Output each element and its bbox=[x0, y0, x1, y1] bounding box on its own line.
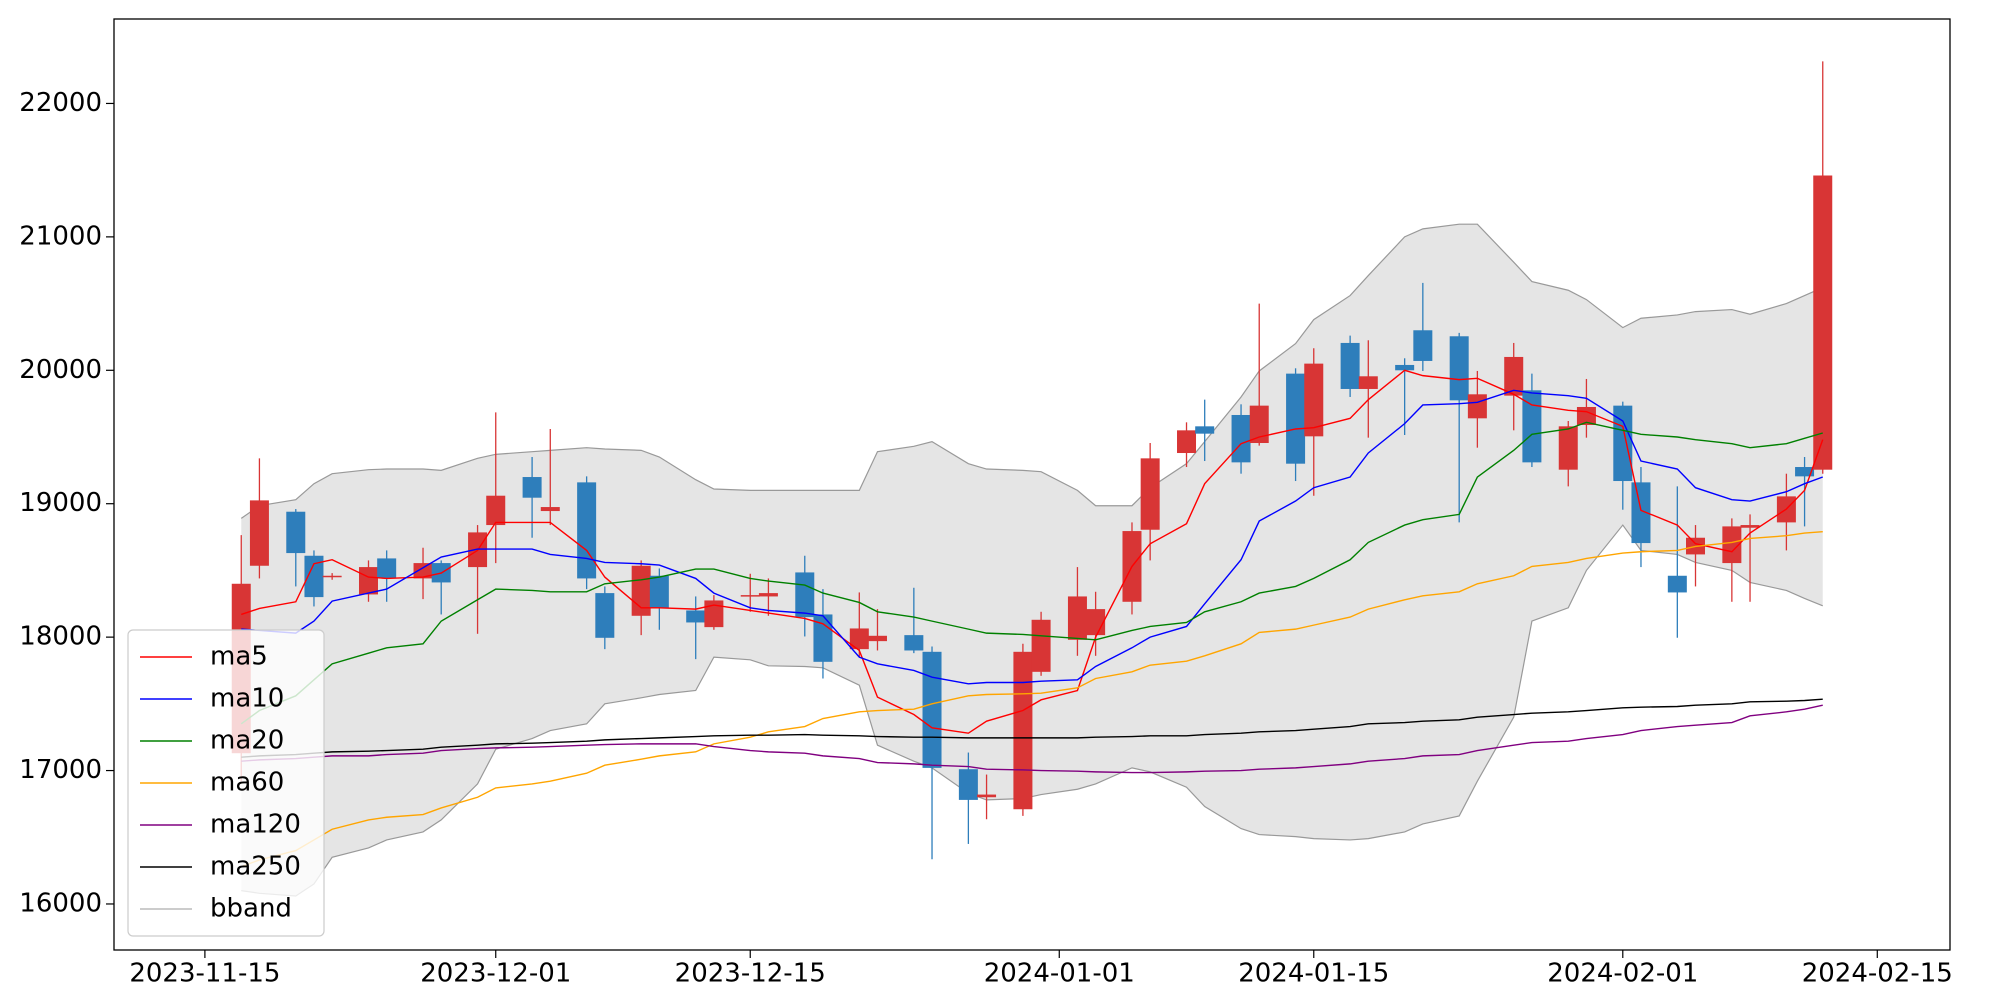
candle-body bbox=[1067, 596, 1087, 640]
candle-body bbox=[486, 495, 506, 526]
candle-body bbox=[1722, 526, 1742, 564]
legend-label: bband bbox=[210, 894, 292, 924]
legend-label: ma10 bbox=[210, 684, 284, 714]
candle-body bbox=[1177, 430, 1197, 454]
candle-body bbox=[304, 555, 324, 598]
candle-body bbox=[1286, 373, 1306, 464]
candle-body bbox=[522, 477, 542, 498]
x-tick-label: 2023-12-01 bbox=[420, 959, 571, 989]
y-tick-label: 20000 bbox=[19, 355, 102, 385]
candle-body bbox=[1304, 363, 1324, 437]
y-tick-label: 17000 bbox=[19, 755, 102, 785]
x-tick-label: 2024-01-15 bbox=[1238, 959, 1389, 989]
candle-body bbox=[249, 500, 269, 566]
legend-label: ma60 bbox=[210, 768, 284, 798]
candle-body bbox=[867, 635, 887, 642]
candle-body bbox=[1395, 364, 1415, 371]
candle-body bbox=[1740, 525, 1760, 528]
candle-body bbox=[1231, 414, 1251, 463]
candle-body bbox=[322, 575, 342, 578]
candle-body bbox=[358, 567, 378, 595]
candle-body bbox=[1249, 405, 1269, 444]
candle-body bbox=[1522, 390, 1542, 463]
ma-line bbox=[241, 531, 1823, 868]
candle-body bbox=[1195, 426, 1215, 434]
legend-label: ma120 bbox=[210, 810, 301, 840]
candle-body bbox=[413, 563, 433, 579]
candle-body bbox=[1340, 342, 1360, 389]
candle-body bbox=[1449, 336, 1469, 401]
candle-body bbox=[704, 600, 724, 628]
y-tick-label: 22000 bbox=[19, 88, 102, 118]
candle-body bbox=[758, 593, 778, 597]
bband-area bbox=[241, 224, 1823, 896]
candle-body bbox=[577, 482, 597, 579]
candle-body bbox=[1667, 575, 1687, 593]
candle-body bbox=[1140, 458, 1160, 530]
candle-body bbox=[1031, 619, 1051, 672]
candle-body bbox=[1558, 426, 1578, 470]
ma-line bbox=[241, 369, 1824, 734]
y-tick-label: 18000 bbox=[19, 622, 102, 652]
x-tick-label: 2024-01-01 bbox=[984, 959, 1135, 989]
candle-body bbox=[649, 575, 669, 608]
candle-body bbox=[595, 593, 615, 638]
candle-body bbox=[977, 794, 997, 798]
y-tick-label: 19000 bbox=[19, 488, 102, 518]
candle-body bbox=[1467, 394, 1487, 419]
candle-body bbox=[1358, 376, 1378, 389]
x-tick-label: 2024-02-15 bbox=[1802, 959, 1953, 989]
y-tick-label: 21000 bbox=[19, 221, 102, 251]
ma-line bbox=[240, 421, 1823, 725]
candle-body bbox=[813, 614, 833, 662]
candle-body bbox=[1631, 482, 1651, 544]
candle-body bbox=[904, 635, 924, 651]
bband-upper bbox=[240, 223, 1823, 519]
candle-body bbox=[1795, 467, 1815, 477]
candle-body bbox=[1413, 330, 1433, 361]
ma-line bbox=[241, 704, 1823, 774]
plot-frame bbox=[113, 18, 1951, 951]
candle-body bbox=[1813, 175, 1833, 470]
candle-body bbox=[286, 511, 306, 554]
x-tick-label: 2023-12-15 bbox=[675, 959, 826, 989]
y-tick-label: 16000 bbox=[19, 888, 102, 918]
candle-body bbox=[795, 572, 815, 618]
candle-body bbox=[958, 769, 978, 800]
legend-label: ma20 bbox=[210, 726, 284, 756]
x-tick-label: 2024-02-01 bbox=[1547, 959, 1698, 989]
ma-line bbox=[241, 698, 1823, 758]
legend: ma5 ma10 ma20 ma60 ma120 ma250 bband bbox=[127, 629, 325, 937]
candle-body bbox=[686, 610, 706, 623]
candle-body bbox=[377, 558, 397, 579]
legend-label: ma250 bbox=[210, 852, 301, 882]
candle-body bbox=[740, 595, 760, 597]
x-tick-label: 2023-11-15 bbox=[129, 959, 280, 989]
legend-box bbox=[127, 629, 325, 937]
ma-line bbox=[241, 389, 1823, 685]
candle-body bbox=[849, 628, 869, 650]
candle-body bbox=[922, 651, 942, 768]
candle-body bbox=[540, 507, 560, 512]
candle-body bbox=[1504, 356, 1524, 396]
legend-label: ma5 bbox=[210, 642, 268, 672]
candle-body bbox=[1086, 609, 1106, 636]
candle-body bbox=[1013, 651, 1033, 810]
